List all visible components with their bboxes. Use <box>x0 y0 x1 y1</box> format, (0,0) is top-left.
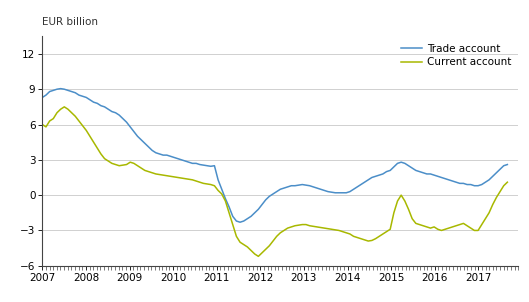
Trade account <box>504 163 510 166</box>
Current account <box>504 180 510 184</box>
Trade account <box>39 96 45 99</box>
Trade account <box>157 152 163 156</box>
Current account <box>215 189 221 192</box>
Current account <box>255 255 261 258</box>
Text: EUR billion: EUR billion <box>42 17 98 27</box>
Trade account <box>215 178 221 182</box>
Current account <box>61 105 68 109</box>
Trade account <box>445 178 452 182</box>
Trade account <box>288 184 295 188</box>
Current account <box>288 225 295 229</box>
Current account <box>233 235 240 238</box>
Current account <box>445 226 452 230</box>
Current account <box>39 123 45 126</box>
Line: Trade account: Trade account <box>42 88 507 222</box>
Trade account <box>489 175 496 178</box>
Current account <box>157 173 163 176</box>
Current account <box>489 203 496 206</box>
Trade account <box>233 219 240 223</box>
Legend: Trade account, Current account: Trade account, Current account <box>399 41 513 69</box>
Trade account <box>58 87 64 90</box>
Line: Current account: Current account <box>42 107 507 256</box>
Trade account <box>237 220 243 224</box>
